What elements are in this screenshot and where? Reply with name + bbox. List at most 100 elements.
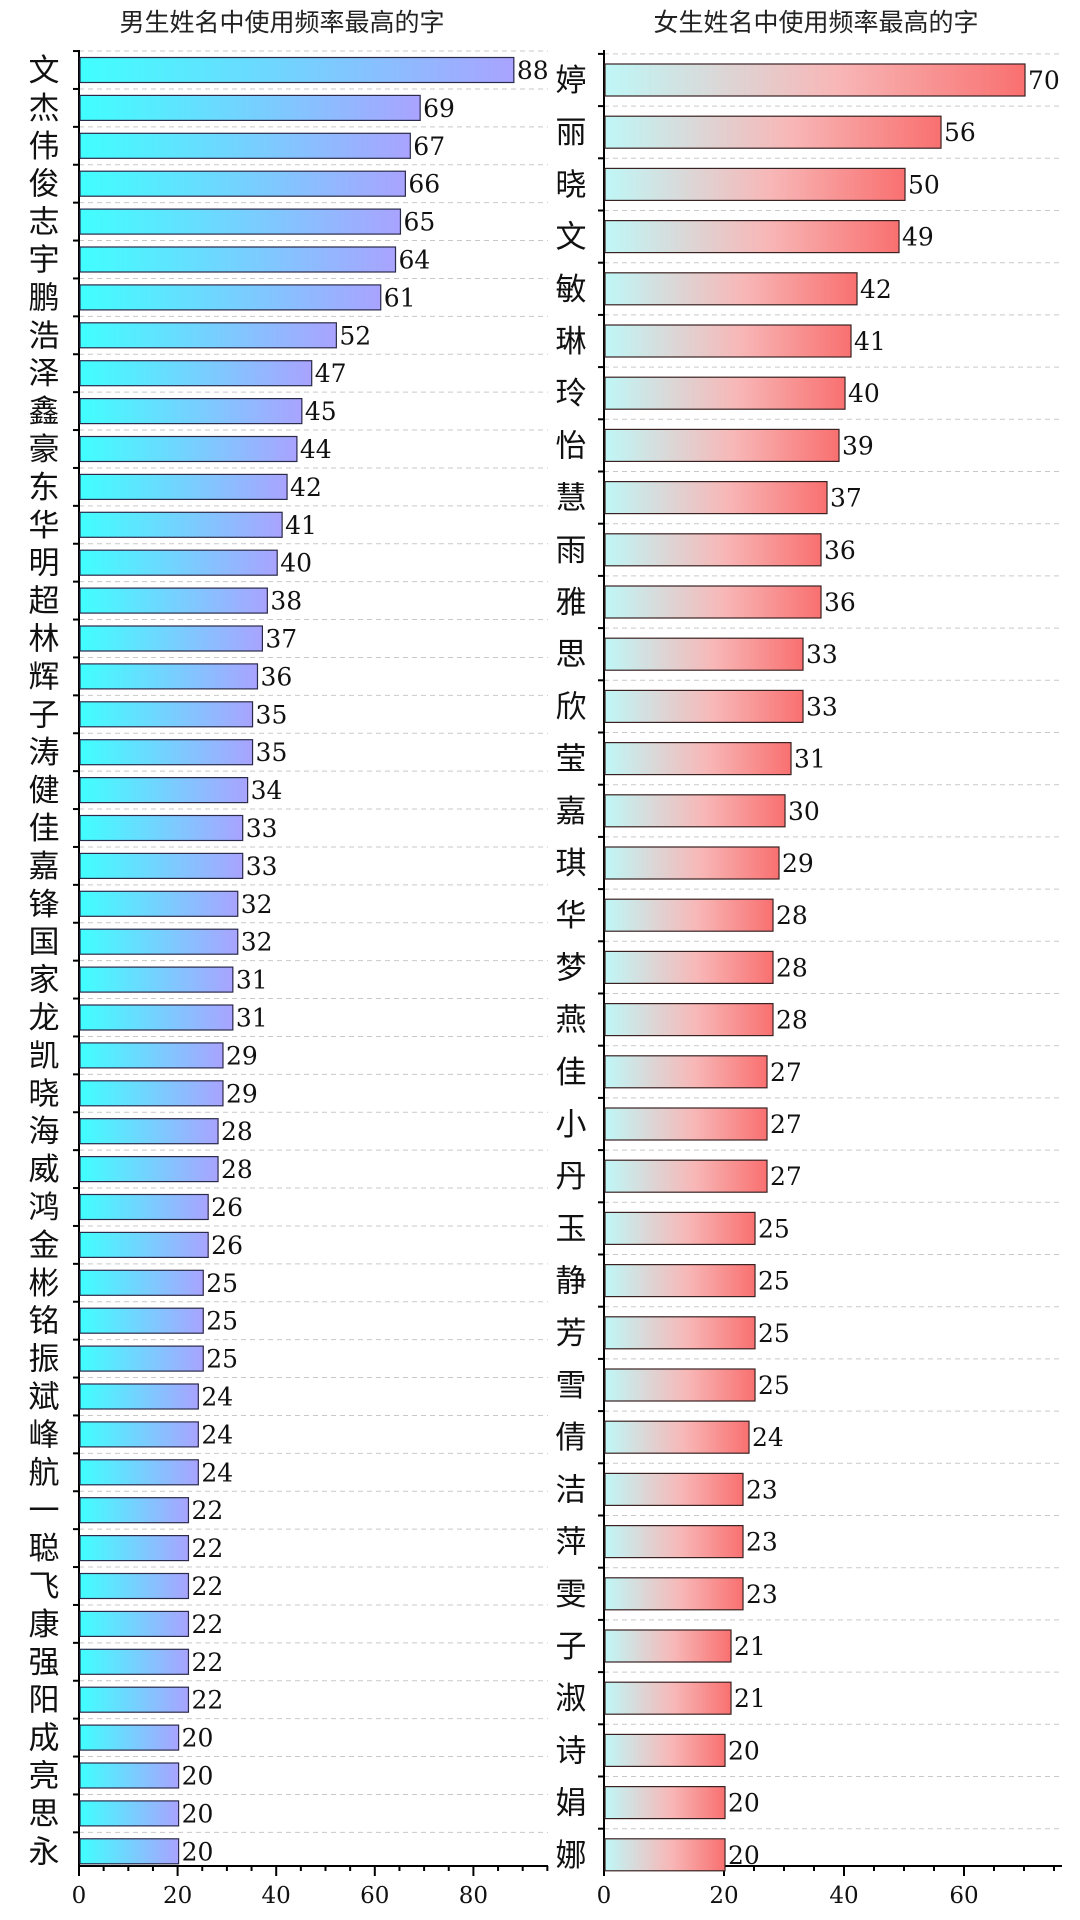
female-value-label: 20 (728, 1736, 760, 1765)
male-category-label: 国 (29, 925, 60, 961)
male-value-label: 45 (305, 397, 337, 426)
female-bar (604, 1629, 732, 1663)
male-bar (79, 1004, 234, 1031)
female-category-label: 洁 (556, 1472, 587, 1508)
male-value-label: 34 (251, 776, 283, 805)
male-category-label: 康 (29, 1607, 60, 1643)
female-value-label: 23 (746, 1475, 778, 1504)
female-value-label: 33 (806, 692, 838, 721)
male-category-label: 凯 (29, 1038, 60, 1074)
male-bar (79, 587, 268, 614)
female-value-label: 37 (830, 484, 862, 513)
female-category-label: 玉 (556, 1211, 587, 1247)
female-category-label: 华 (556, 898, 587, 934)
male-category-label: 泽 (29, 356, 60, 392)
male-value-label: 32 (241, 928, 273, 957)
female-category-label: 燕 (556, 1003, 587, 1039)
male-category-label: 斌 (29, 1380, 60, 1416)
female-category-label: 静 (556, 1264, 587, 1300)
male-bar (79, 928, 239, 955)
female-bar (604, 1263, 756, 1298)
female-category-label: 子 (556, 1629, 587, 1665)
male-value-label: 35 (256, 738, 288, 767)
female-bar (604, 846, 780, 880)
male-value-label: 28 (221, 1155, 253, 1184)
female-value-label: 24 (752, 1423, 784, 1452)
male-bar (79, 398, 303, 425)
female-category-label: 怡 (556, 428, 587, 464)
male-category-label: 强 (29, 1645, 60, 1681)
male-value-label: 22 (191, 1496, 223, 1525)
male-bar (79, 739, 254, 766)
female-bar (604, 272, 858, 306)
male-value-label: 40 (280, 549, 312, 578)
female-bar (604, 1838, 726, 1872)
female-value-label: 50 (908, 170, 940, 199)
male-bar (79, 1042, 224, 1069)
male-value-label: 38 (270, 587, 302, 616)
female-value-label: 42 (860, 275, 892, 304)
female-bar (604, 585, 822, 619)
male-category-label: 海 (29, 1114, 60, 1150)
male-x-tick-label: 80 (459, 1883, 488, 1909)
female-bar (604, 1785, 726, 1820)
female-category-label: 文 (556, 220, 587, 256)
male-value-label: 22 (191, 1686, 223, 1715)
male-value-label: 22 (191, 1648, 223, 1677)
male-value-label: 65 (403, 208, 435, 237)
female-category-label: 倩 (556, 1420, 587, 1456)
male-value-label: 31 (236, 966, 268, 995)
male-bar (79, 170, 406, 197)
male-value-label: 32 (241, 890, 273, 919)
male-bar (79, 776, 249, 804)
female-bar (604, 1733, 726, 1768)
female-value-label: 40 (848, 379, 880, 408)
male-category-label: 豪 (29, 432, 60, 468)
female-category-label: 佳 (556, 1055, 587, 1091)
female-value-label: 20 (728, 1841, 760, 1870)
male-value-label: 66 (408, 170, 440, 199)
male-category-label: 子 (29, 697, 60, 733)
male-category-label: 彬 (29, 1266, 60, 1302)
female-value-label: 28 (776, 901, 808, 930)
male-category-label: 林 (29, 622, 60, 658)
male-value-label: 20 (182, 1837, 214, 1866)
male-bar (79, 1800, 180, 1827)
male-value-label: 41 (285, 511, 317, 540)
female-bar (604, 533, 822, 567)
female-bar (604, 898, 774, 932)
female-bar (604, 428, 840, 462)
male-value-label: 25 (206, 1269, 238, 1298)
female-x-tick-label: 20 (709, 1883, 738, 1909)
male-category-label: 俊 (29, 167, 60, 203)
female-chart-panel: 0 20 40 60 婷 70 丽 56 晓 50 文 49 敏 42 琳 41 玲 40 怡 39 慧 37 雨 36 雅 36… (556, 50, 1062, 1909)
male-bar (79, 360, 313, 387)
male-x-tick-label: 60 (360, 1883, 389, 1909)
male-x-tick-label: 20 (163, 1883, 192, 1909)
male-category-label: 铭 (29, 1304, 60, 1340)
male-bar (79, 1534, 190, 1562)
female-category-label: 雪 (556, 1368, 587, 1404)
male-category-label: 航 (29, 1455, 60, 1491)
male-category-label: 伟 (29, 129, 60, 165)
male-bar (79, 890, 239, 917)
male-category-label: 亮 (29, 1759, 60, 1795)
male-value-label: 33 (246, 852, 278, 881)
male-bar (79, 1080, 224, 1107)
male-value-label: 24 (201, 1383, 233, 1412)
female-value-label: 28 (776, 1006, 808, 1035)
female-value-label: 25 (758, 1267, 790, 1296)
female-chart-title: 女生姓名中使用频率最高的字 (653, 8, 978, 37)
male-category-label: 志 (29, 205, 60, 241)
male-bar (79, 1762, 180, 1789)
female-bar (604, 1159, 768, 1193)
female-value-label: 31 (794, 745, 826, 774)
male-category-label: 佳 (29, 811, 60, 847)
female-category-label: 欣 (556, 689, 587, 725)
male-bar (79, 94, 421, 122)
female-bar (604, 63, 1026, 97)
male-value-label: 25 (206, 1307, 238, 1336)
male-bar (79, 208, 402, 235)
female-category-label: 嘉 (556, 794, 587, 830)
female-value-label: 20 (728, 1789, 760, 1818)
